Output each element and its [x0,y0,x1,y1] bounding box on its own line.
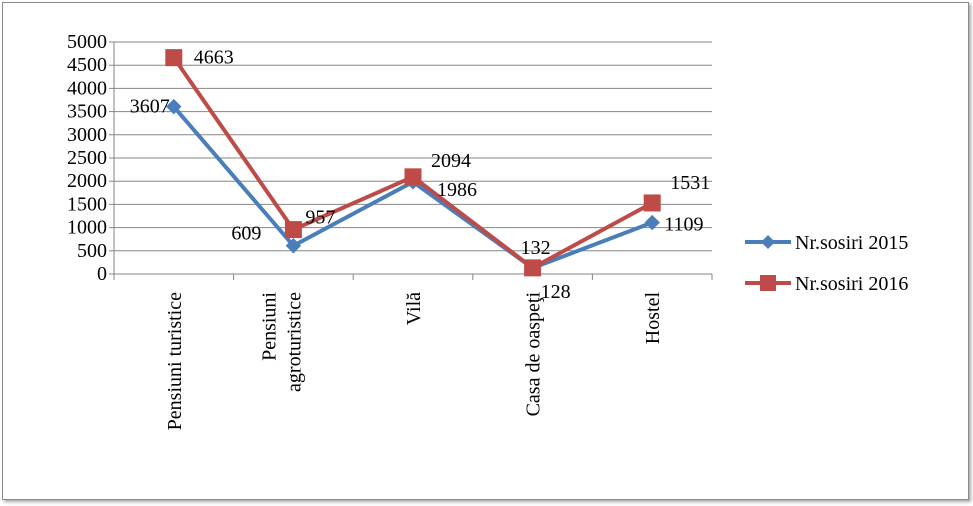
y-tick-label: 3500 [67,101,107,123]
data-label: 957 [305,207,335,229]
axes [109,41,713,280]
series-group [165,49,661,277]
series-point [285,238,302,254]
series-point [524,259,542,277]
x-tick-label: Vilă [403,292,425,325]
y-tick-label: 1500 [67,193,107,215]
legend-label: Nr.sosiri 2016 [795,273,908,295]
series-point [644,214,660,231]
x-tick-label: agroturistice [283,292,305,392]
x-tick-labels: Pensiuni turistice Pensiuni agroturistice V… [164,292,664,431]
y-tick-label: 4000 [67,77,107,99]
data-label: 128 [541,281,571,303]
data-label: 3607 [130,96,170,118]
y-tick-label: 5000 [67,31,107,53]
legend-marker [761,235,775,249]
data-label: 1109 [664,214,703,236]
x-tick-label: Casa de oaspeţi [523,292,545,417]
data-label: 1531 [670,172,710,194]
series-point [404,168,422,186]
x-tick-label: Hostel [642,292,664,345]
y-tick-label: 2500 [67,147,107,169]
y-tick-label: 1000 [67,217,107,239]
legend: Nr.sosiri 2015 Nr.sosiri 2016 [745,232,908,295]
x-tick-label: Pensiuni turistice [164,292,186,430]
legend-marker [760,275,776,291]
y-tick-label: 4500 [67,54,107,76]
line-chart: 0500100015002000250030003500400045005000… [67,31,908,431]
series-point [284,221,302,239]
y-tick-label: 3000 [67,124,107,146]
y-tick-label: 2000 [67,170,107,192]
x-tick-label: Pensiuni [258,292,280,361]
data-label: 2094 [431,150,471,172]
series-point [643,194,661,212]
y-tick-label: 0 [97,263,107,285]
data-label: 4663 [194,47,234,69]
data-labels: 3607 609 1986 128 1109 4663 957 2094 132 1531 [130,47,710,303]
legend-label: Nr.sosiri 2015 [795,232,908,254]
data-label: 132 [521,237,551,259]
series-point [166,98,182,115]
series-point [165,49,183,67]
y-tick-label: 500 [77,240,107,262]
data-label: 609 [231,223,261,245]
data-label: 1986 [437,179,477,201]
chart-frame: 0 500 1000 1500 2000 2500 3000 3500 4000 4500 5000… [2,2,969,500]
